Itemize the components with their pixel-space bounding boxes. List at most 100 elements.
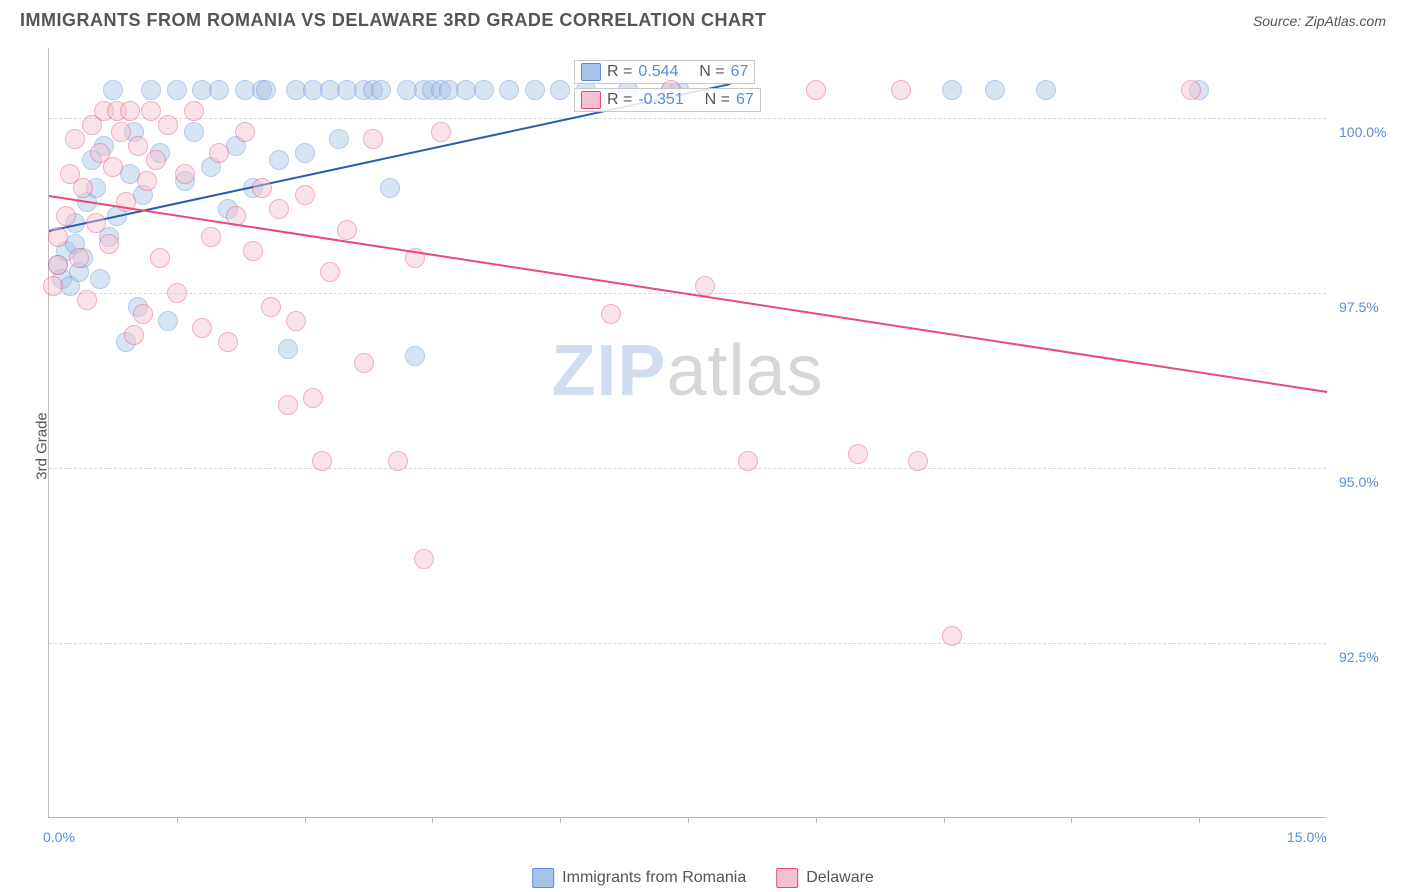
legend-swatch-icon [532, 868, 554, 888]
data-point [601, 304, 621, 324]
x-tick [560, 817, 561, 823]
gridline [49, 118, 1326, 119]
x-tick [1071, 817, 1072, 823]
data-point [133, 304, 153, 324]
x-tick [177, 817, 178, 823]
data-point [184, 122, 204, 142]
swatch-icon [581, 91, 601, 109]
legend-label: Delaware [806, 869, 874, 887]
data-point [65, 129, 85, 149]
chart-source: Source: ZipAtlas.com [1253, 13, 1386, 29]
data-point [124, 325, 144, 345]
data-point [354, 353, 374, 373]
x-tick [816, 817, 817, 823]
data-point [111, 122, 131, 142]
data-point [90, 269, 110, 289]
watermark: ZIPatlas [551, 330, 823, 412]
x-tick [305, 817, 306, 823]
swatch-icon [581, 63, 601, 81]
gridline [49, 468, 1326, 469]
data-point [103, 80, 123, 100]
data-point [269, 199, 289, 219]
data-point [209, 80, 229, 100]
data-point [120, 101, 140, 121]
data-point [256, 80, 276, 100]
data-point [806, 80, 826, 100]
data-point [1181, 80, 1201, 100]
data-point [48, 255, 68, 275]
data-point [329, 129, 349, 149]
x-tick [944, 817, 945, 823]
y-tick-label: 100.0% [1339, 124, 1386, 140]
y-tick-label: 95.0% [1339, 474, 1379, 490]
legend-swatch-icon [776, 868, 798, 888]
data-point [1036, 80, 1056, 100]
chart-title: IMMIGRANTS FROM ROMANIA VS DELAWARE 3RD … [20, 10, 767, 31]
data-point [137, 171, 157, 191]
data-point [103, 157, 123, 177]
data-point [942, 80, 962, 100]
gridline [49, 643, 1326, 644]
data-point [303, 388, 323, 408]
data-point [73, 178, 93, 198]
data-point [192, 318, 212, 338]
data-point [77, 290, 97, 310]
data-point [738, 451, 758, 471]
data-point [252, 178, 272, 198]
data-point [86, 213, 106, 233]
plot-region: ZIPatlas 92.5%95.0%97.5%100.0%0.0%15.0%R… [48, 48, 1326, 818]
correlation-stat: R = 0.544 N = 67 [574, 60, 755, 84]
data-point [431, 122, 451, 142]
data-point [141, 101, 161, 121]
data-point [363, 129, 383, 149]
data-point [312, 451, 332, 471]
y-tick-label: 97.5% [1339, 299, 1379, 315]
data-point [235, 122, 255, 142]
data-point [141, 80, 161, 100]
data-point [550, 80, 570, 100]
chart-area: ZIPatlas 92.5%95.0%97.5%100.0%0.0%15.0%R… [48, 48, 1388, 840]
data-point [295, 185, 315, 205]
data-point [146, 150, 166, 170]
data-point [848, 444, 868, 464]
data-point [243, 241, 263, 261]
data-point [278, 339, 298, 359]
x-tick [432, 817, 433, 823]
x-tick [1199, 817, 1200, 823]
data-point [158, 115, 178, 135]
data-point [150, 248, 170, 268]
data-point [380, 178, 400, 198]
data-point [167, 283, 187, 303]
data-point [525, 80, 545, 100]
data-point [908, 451, 928, 471]
data-point [942, 626, 962, 646]
data-point [985, 80, 1005, 100]
data-point [209, 143, 229, 163]
data-point [278, 395, 298, 415]
data-point [56, 206, 76, 226]
correlation-stat: R = -0.351 N = 67 [574, 88, 761, 112]
data-point [891, 80, 911, 100]
y-tick-label: 92.5% [1339, 649, 1379, 665]
legend-label: Immigrants from Romania [562, 869, 746, 887]
data-point [388, 451, 408, 471]
data-point [69, 248, 89, 268]
data-point [167, 80, 187, 100]
data-point [286, 311, 306, 331]
data-point [371, 80, 391, 100]
legend-item: Immigrants from Romania [532, 868, 746, 888]
data-point [405, 346, 425, 366]
x-tick-label: 0.0% [43, 829, 75, 845]
data-point [414, 549, 434, 569]
legend-item: Delaware [776, 868, 874, 888]
legend: Immigrants from Romania Delaware [532, 868, 874, 888]
data-point [218, 332, 238, 352]
data-point [128, 136, 148, 156]
data-point [175, 164, 195, 184]
x-tick [688, 817, 689, 823]
data-point [158, 311, 178, 331]
data-point [499, 80, 519, 100]
data-point [261, 297, 281, 317]
data-point [48, 227, 68, 247]
data-point [295, 143, 315, 163]
